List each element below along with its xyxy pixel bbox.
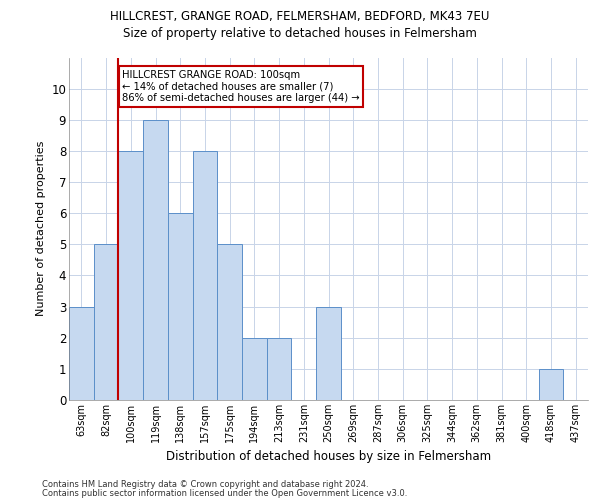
Bar [69, 306, 94, 400]
Bar [94, 244, 118, 400]
Bar [118, 151, 143, 400]
Bar [267, 338, 292, 400]
Bar [168, 213, 193, 400]
Text: Contains HM Land Registry data © Crown copyright and database right 2024.: Contains HM Land Registry data © Crown c… [42, 480, 368, 489]
Text: Size of property relative to detached houses in Felmersham: Size of property relative to detached ho… [123, 28, 477, 40]
Text: Contains public sector information licensed under the Open Government Licence v3: Contains public sector information licen… [42, 488, 407, 498]
Bar [217, 244, 242, 400]
Bar [316, 306, 341, 400]
Bar [242, 338, 267, 400]
Bar [143, 120, 168, 400]
X-axis label: Distribution of detached houses by size in Felmersham: Distribution of detached houses by size … [166, 450, 491, 464]
Text: HILLCREST, GRANGE ROAD, FELMERSHAM, BEDFORD, MK43 7EU: HILLCREST, GRANGE ROAD, FELMERSHAM, BEDF… [110, 10, 490, 23]
Bar [193, 151, 217, 400]
Text: HILLCREST GRANGE ROAD: 100sqm
← 14% of detached houses are smaller (7)
86% of se: HILLCREST GRANGE ROAD: 100sqm ← 14% of d… [122, 70, 360, 103]
Bar [539, 369, 563, 400]
Y-axis label: Number of detached properties: Number of detached properties [36, 141, 46, 316]
